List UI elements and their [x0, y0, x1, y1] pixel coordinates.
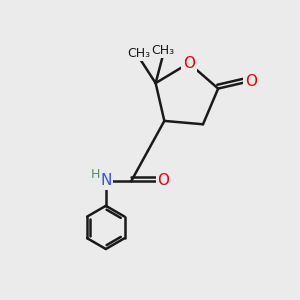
Text: CH₃: CH₃: [128, 46, 151, 60]
Text: CH₃: CH₃: [152, 44, 175, 57]
Text: O: O: [158, 173, 169, 188]
Text: O: O: [245, 74, 257, 88]
Text: H: H: [91, 168, 100, 182]
Text: O: O: [183, 56, 195, 70]
Text: N: N: [100, 173, 112, 188]
